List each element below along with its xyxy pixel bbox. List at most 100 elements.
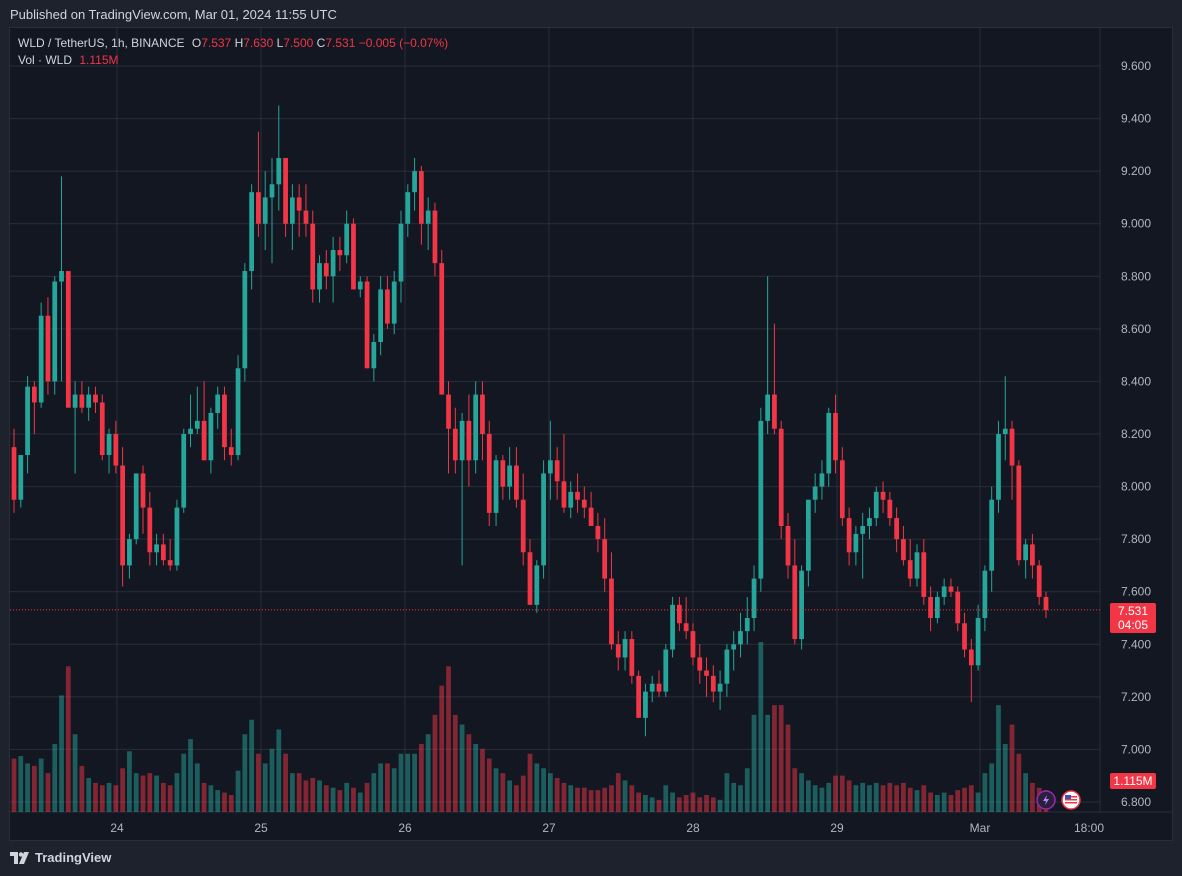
high-label: H [234,36,244,50]
volume-bar [59,695,64,812]
candle-body [113,434,119,466]
tradingview-brand[interactable]: TradingView [10,850,111,865]
candle-body [79,394,85,408]
volume-bar [283,753,288,812]
candle-body [541,473,546,566]
candle-body [1030,544,1035,566]
volume-bar [242,734,248,812]
candle-body [785,526,791,566]
volume-bar [99,785,105,812]
volume-bar [643,795,648,812]
volume-bar [385,763,390,812]
volume-bar [303,780,309,812]
volume-bar [744,768,750,812]
volume-bar [215,790,221,812]
candle-body [839,460,845,519]
candle-body [1023,544,1029,561]
candle-body [459,420,465,461]
volume-bar [941,792,947,812]
candle-body [1016,465,1022,561]
volume-bar [160,782,166,812]
candle-body [364,281,370,369]
candle-body [955,591,961,624]
candle-body [412,171,417,193]
us-flag-icon[interactable] [1061,790,1081,810]
volume-bar [507,780,513,812]
price-tick-label: 8.200 [1121,427,1151,441]
candle-body [208,412,214,461]
volume-bar [1002,744,1008,812]
candle-body [860,526,866,534]
volume-bar [676,797,682,812]
candle-body [296,197,302,211]
symbol-label[interactable]: WLD / TetherUS, 1h, BINANCE [18,36,185,50]
candle-body [385,289,390,324]
candle-body [710,675,716,692]
candle-body [629,639,635,676]
volume-bar [486,758,492,812]
close-value: 7.531 [325,36,356,50]
volume-bar [934,795,940,812]
candle-body [242,271,248,369]
candle-body [941,586,947,597]
volume-bar [575,787,580,812]
price-tick-label: 7.400 [1121,637,1151,651]
open-value: 7.537 [201,36,232,50]
candle-body [25,386,30,456]
close-label: C [316,36,326,50]
volume-bar [1030,782,1035,812]
volume-bar [452,714,458,812]
volume-label[interactable]: Vol · WLD [18,53,73,67]
time-axis[interactable]: 24 25 26 27 28 29 Mar 18:00 [110,821,1104,835]
volume-bar [296,773,302,812]
volume-bar [989,763,995,812]
volume-bar [792,768,798,812]
candle-body [188,428,193,434]
lightning-icon[interactable] [1036,790,1056,810]
price-axis[interactable]: 9.600 9.400 9.200 9.000 8.800 8.600 8.400 8.200… [1121,59,1151,809]
price-tick-label: 8.400 [1121,374,1151,388]
volume-bar [982,773,988,812]
candle-body [901,539,906,561]
candle-body [554,460,560,482]
volume-bar [629,785,635,812]
candle-body [249,192,255,272]
candle-body [962,623,967,650]
volume-bar [731,782,737,812]
volume-value: 1.115M [79,53,119,67]
price-tick-label: 9.000 [1121,217,1151,231]
volume-bar [683,795,689,812]
volume-bar [968,785,974,812]
volume-bar [113,785,119,812]
volume-bar [812,785,818,812]
volume-bars [11,642,1049,812]
candle-body [636,675,642,718]
candle-body [676,604,682,624]
candle-body [201,420,207,461]
volume-bar [147,773,153,812]
volume-bar [106,782,112,812]
candle-body [894,518,900,540]
volume-bar [418,744,424,812]
candle-body [120,465,126,566]
candle-body [425,210,431,224]
candle-body [310,223,316,290]
candle-body [18,455,24,500]
candle-body [989,499,995,571]
tradingview-logo-icon [10,851,29,864]
volume-bar [1023,773,1029,812]
candle-body [31,386,37,403]
volume-bar [547,773,553,812]
candle-body [914,552,920,579]
volume-bar [894,785,900,812]
time-tick-label: 18:00 [1074,821,1104,835]
candle-body [772,394,777,429]
candle-body [439,263,445,395]
volume-bar [201,782,207,812]
volume-bar [398,753,404,812]
time-tick-label: 29 [830,821,844,835]
candle-body [663,649,669,692]
candlesticks [11,105,1049,737]
candle-body [615,644,621,658]
